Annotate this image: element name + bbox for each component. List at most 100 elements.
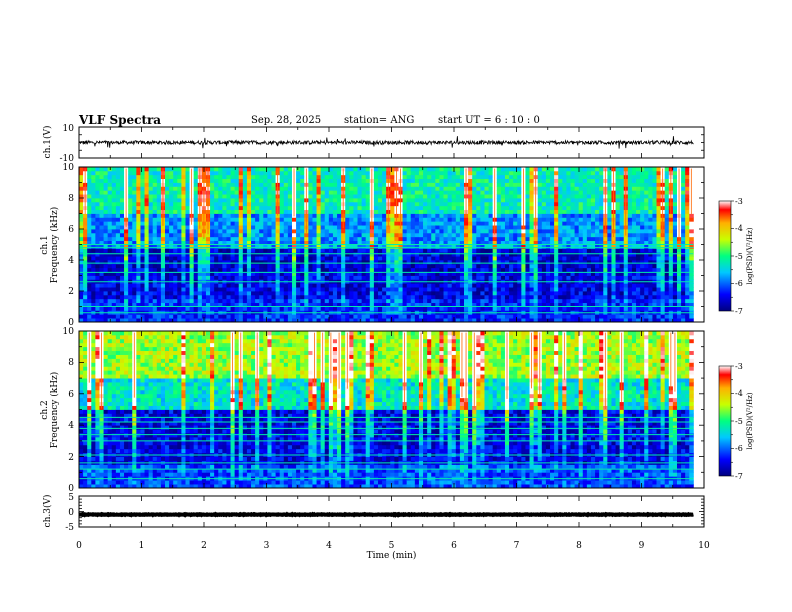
- spectrogram-cell: [222, 263, 227, 269]
- spectrogram-cell: [103, 252, 109, 257]
- spectrogram-cell: [308, 221, 313, 226]
- spectrogram-cell: [345, 314, 350, 319]
- spectrogram-cell: [410, 240, 416, 245]
- spectrogram-cell: [152, 170, 158, 176]
- spectrogram-cell: [222, 275, 227, 280]
- spectrogram-cell: [570, 170, 575, 176]
- spectrogram-cell: [545, 252, 551, 257]
- spectrogram-cell: [423, 213, 428, 218]
- spectrogram-cell: [255, 198, 260, 203]
- spectrogram-cell: [173, 236, 178, 242]
- spectrogram-cell: [316, 252, 322, 257]
- spectrogram-cell: [365, 240, 371, 245]
- spectrogram-cell: [136, 167, 141, 172]
- spectrogram-cell: [382, 201, 387, 207]
- spectrogram-cell: [488, 267, 494, 273]
- spectrogram-cell: [443, 283, 449, 288]
- spectrogram-cell: [435, 186, 440, 191]
- spectrogram-cell: [431, 205, 436, 211]
- spectrogram-cell: [382, 221, 387, 226]
- spectrogram-cell: [267, 194, 272, 199]
- spectrogram-cell: [349, 294, 354, 300]
- spectrogram-cell: [267, 291, 272, 296]
- spectrogram-cell: [496, 190, 502, 195]
- spectrogram-cell: [562, 221, 567, 226]
- spectrogram-cell: [361, 194, 367, 199]
- spectrogram-cell: [373, 217, 379, 222]
- spectrogram-cell: [464, 232, 469, 238]
- spectrogram-cell: [427, 302, 432, 307]
- spectrogram-cell: [484, 186, 489, 191]
- spectrogram-cell: [443, 263, 449, 269]
- spectrogram-cell: [177, 271, 182, 276]
- spectrogram-cell: [271, 174, 276, 180]
- spectrogram-cell: [574, 314, 580, 319]
- spectrogram-cell: [464, 275, 469, 280]
- spectrogram-cell: [185, 263, 190, 269]
- spectrogram-cell: [279, 236, 285, 242]
- spectrogram-cell: [353, 294, 358, 300]
- spectrogram-cell: [156, 194, 162, 199]
- spectrogram-cell: [418, 263, 424, 269]
- spectrogram-cell: [160, 275, 166, 280]
- spectrogram-cell: [115, 178, 121, 183]
- spectrogram-cell: [398, 240, 403, 245]
- spectrogram-cell: [185, 318, 190, 323]
- spectrogram-cell: [431, 178, 436, 183]
- spectrogram-cell: [214, 252, 219, 257]
- spectrogram-cell: [513, 182, 518, 187]
- spectrogram-cell: [181, 275, 186, 280]
- spectrogram-cell: [316, 314, 322, 319]
- spectrogram-cell: [83, 275, 88, 280]
- spectrogram-cell: [353, 201, 358, 207]
- spectrogram-cell: [218, 232, 223, 238]
- spectrogram-cell: [402, 306, 408, 311]
- spectrogram-cell: [414, 256, 420, 261]
- spectrogram-cell: [119, 236, 125, 242]
- spectrogram-cell: [517, 170, 522, 176]
- spectrogram-cell: [435, 283, 440, 288]
- spectrogram-cell: [246, 217, 252, 222]
- spectrogram-cell: [365, 201, 371, 207]
- spectrogram-cell: [537, 213, 543, 218]
- spectrogram-cell: [242, 252, 248, 257]
- spectrogram-cell: [357, 225, 363, 230]
- spectrogram-cell: [197, 314, 203, 319]
- spectrogram-cell: [406, 178, 412, 183]
- spectrogram-cell: [496, 248, 502, 253]
- spectrogram-cell: [230, 294, 236, 300]
- spectrogram-cell: [382, 287, 387, 292]
- spectrogram-cell: [156, 256, 162, 261]
- spectrogram-cell: [570, 198, 575, 203]
- spectrogram-cell: [431, 213, 436, 218]
- spectrogram-cell: [337, 190, 342, 195]
- spectrogram-cell: [337, 314, 342, 319]
- spectrogram-cell: [91, 190, 96, 195]
- spectrogram-cell: [160, 248, 166, 253]
- spectrogram-cell: [107, 275, 113, 280]
- spectrogram-cell: [296, 194, 301, 199]
- spectrogram-cell: [173, 240, 178, 245]
- spectrogram-cell: [525, 170, 530, 176]
- spectrogram-cell: [234, 178, 240, 183]
- spectrogram-cell: [107, 236, 113, 242]
- spectrogram-cell: [234, 232, 240, 238]
- spectrogram-cell: [210, 302, 215, 307]
- spectrogram-cell: [398, 287, 403, 292]
- spectrogram-cell: [533, 291, 539, 296]
- spectrogram-cell: [316, 306, 322, 311]
- spectrogram-cell: [562, 232, 567, 238]
- spectrogram-cell: [504, 252, 510, 257]
- spectrogram-cell: [279, 198, 285, 203]
- spectrogram-cell: [91, 298, 96, 304]
- spectrogram-cell: [287, 229, 293, 234]
- spectrogram-cell: [169, 229, 174, 234]
- spectrogram-cell: [312, 318, 317, 323]
- spectrogram-cell: [91, 306, 96, 311]
- spectrogram-cell: [312, 252, 317, 257]
- spectrogram-cell: [332, 209, 338, 214]
- spectrogram-cell: [472, 298, 477, 304]
- spectrogram-cell: [246, 298, 252, 304]
- spectrogram-cell: [468, 244, 473, 249]
- spectrogram-cell: [529, 267, 535, 273]
